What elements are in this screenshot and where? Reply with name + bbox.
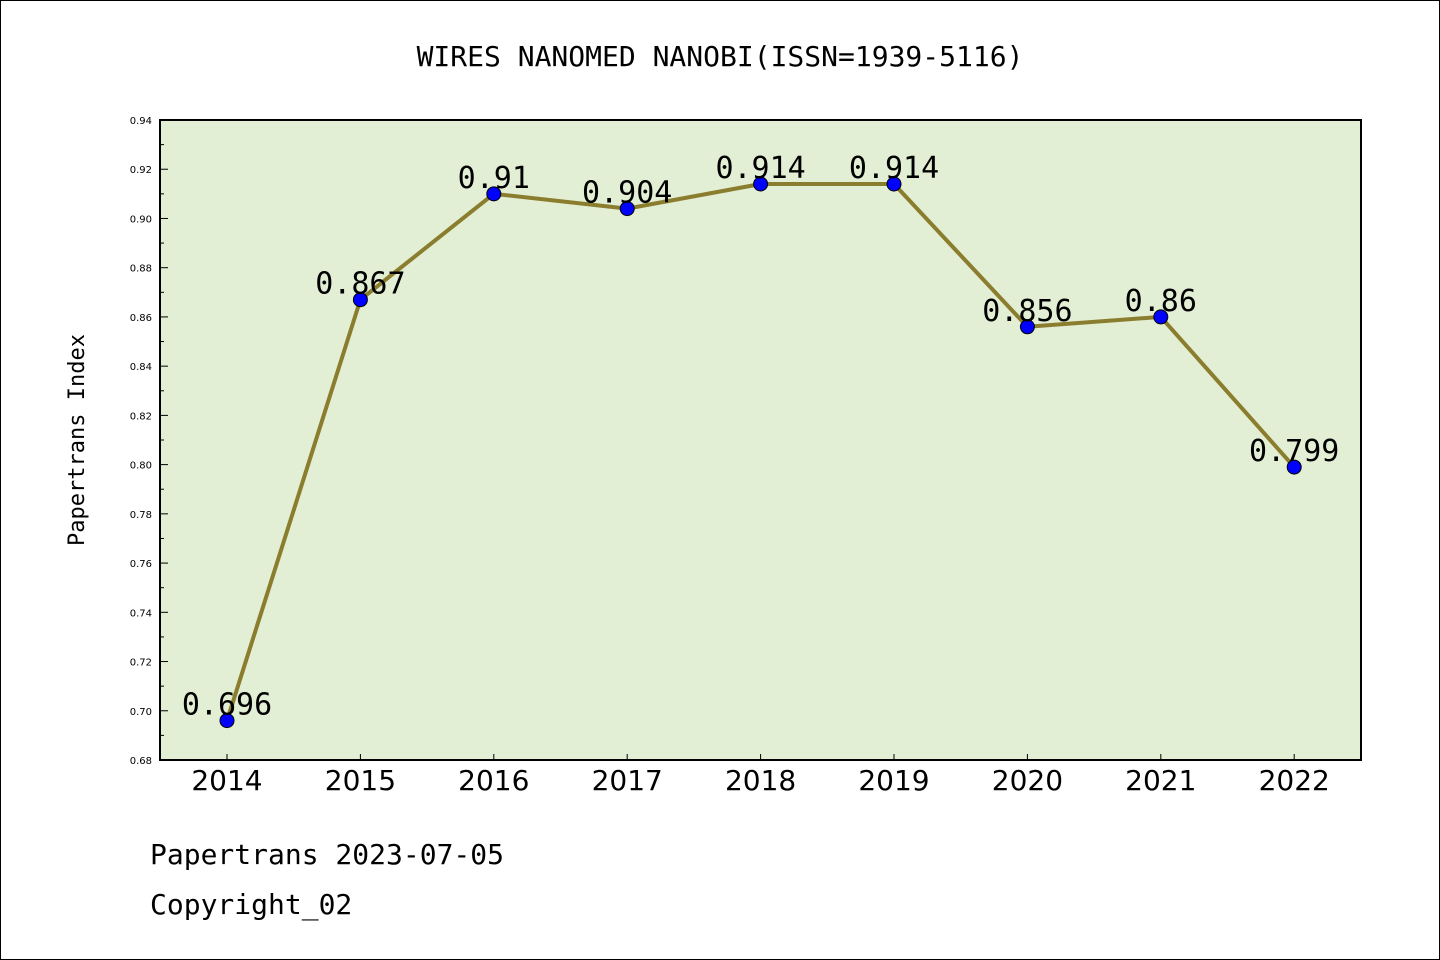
x-tick-label: 2014 bbox=[191, 764, 262, 797]
data-point bbox=[1019, 319, 1035, 335]
y-tick-label: 0.94 bbox=[130, 116, 152, 127]
x-axis: 2014 2015 2016 2017 2018 2019 2020 2021 2022 bbox=[191, 754, 1330, 797]
y-tick-label: 0.70 bbox=[130, 707, 152, 718]
x-tick-label: 2019 bbox=[858, 764, 929, 797]
data-point bbox=[486, 186, 502, 202]
x-tick-label: 2022 bbox=[1259, 764, 1330, 797]
y-tick-label: 0.68 bbox=[130, 756, 152, 767]
y-tick-label: 0.72 bbox=[130, 658, 152, 669]
data-label: 0.914 bbox=[849, 151, 939, 186]
data-label: 0.914 bbox=[715, 151, 805, 186]
y-tick-label: 0.90 bbox=[130, 214, 152, 225]
data-label: 0.91 bbox=[458, 161, 530, 196]
plot-area bbox=[160, 120, 1361, 760]
series-group bbox=[219, 176, 1302, 729]
data-labels: 0.696 0.867 0.91 0.904 0.914 0.914 0.856 0.86 0.… bbox=[182, 151, 1340, 723]
data-label: 0.904 bbox=[582, 176, 672, 211]
data-label: 0.867 bbox=[315, 267, 405, 302]
data-label: 0.799 bbox=[1249, 434, 1339, 469]
x-tick-label: 2018 bbox=[725, 764, 796, 797]
y-tick-label: 0.80 bbox=[130, 461, 152, 472]
data-point bbox=[753, 176, 769, 192]
y-tick-label: 0.84 bbox=[130, 362, 152, 373]
x-tick-label: 2017 bbox=[592, 764, 663, 797]
y-tick-label: 0.86 bbox=[130, 313, 152, 324]
data-label: 0.856 bbox=[982, 294, 1072, 329]
plot-border bbox=[159, 119, 1362, 761]
y-tick-label: 0.88 bbox=[130, 264, 152, 275]
y-axis-label: Papertrans Index bbox=[65, 334, 90, 546]
data-label: 0.696 bbox=[182, 688, 272, 723]
y-tick-label: 0.92 bbox=[130, 165, 152, 176]
y-axis: 0.68 0.70 0.72 0.74 0.76 0.78 0.80 0.82 0.84 0.86… bbox=[130, 116, 168, 767]
y-tick-label: 0.82 bbox=[130, 411, 152, 422]
x-tick-label: 2016 bbox=[458, 764, 529, 797]
data-point bbox=[1286, 459, 1302, 475]
data-point bbox=[619, 201, 635, 217]
data-point bbox=[1153, 309, 1169, 325]
data-label: 0.86 bbox=[1125, 284, 1197, 319]
data-point bbox=[886, 176, 902, 192]
x-tick-label: 2020 bbox=[992, 764, 1063, 797]
data-point bbox=[219, 713, 235, 729]
footer-copyright: Copyright_02 bbox=[150, 888, 352, 922]
y-tick-label: 0.76 bbox=[130, 559, 152, 570]
chart-title: WIRES NANOMED NANOBI(ISSN=1939-5116) bbox=[417, 40, 1024, 73]
x-tick-label: 2021 bbox=[1125, 764, 1196, 797]
y-tick-label: 0.74 bbox=[130, 608, 152, 619]
x-tick-label: 2015 bbox=[325, 764, 396, 797]
y-tick-label: 0.78 bbox=[130, 510, 152, 521]
data-point bbox=[352, 292, 368, 308]
footer-date: Papertrans 2023-07-05 bbox=[150, 838, 504, 871]
